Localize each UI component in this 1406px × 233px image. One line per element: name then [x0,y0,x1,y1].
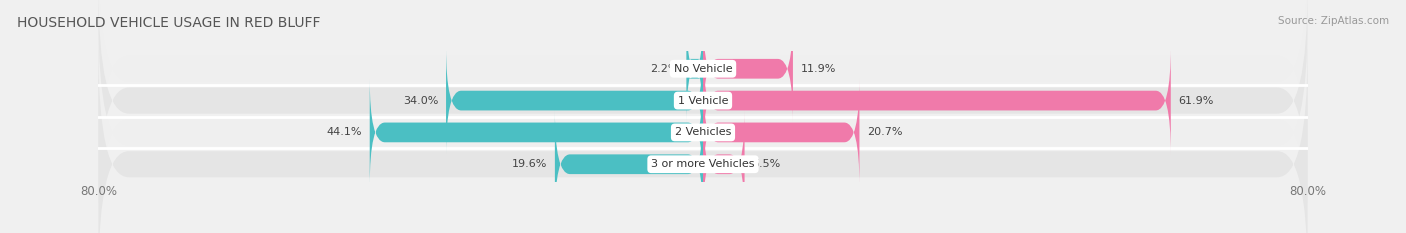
FancyBboxPatch shape [98,50,1308,233]
Text: HOUSEHOLD VEHICLE USAGE IN RED BLUFF: HOUSEHOLD VEHICLE USAGE IN RED BLUFF [17,16,321,30]
FancyBboxPatch shape [446,47,703,154]
Text: No Vehicle: No Vehicle [673,64,733,74]
Text: 2.2%: 2.2% [651,64,679,74]
FancyBboxPatch shape [555,110,703,218]
FancyBboxPatch shape [703,110,745,218]
FancyBboxPatch shape [98,18,1308,233]
FancyBboxPatch shape [98,0,1308,215]
Text: 5.5%: 5.5% [752,159,780,169]
FancyBboxPatch shape [703,47,1171,154]
FancyBboxPatch shape [98,0,1308,183]
Text: 3 or more Vehicles: 3 or more Vehicles [651,159,755,169]
Text: 19.6%: 19.6% [512,159,547,169]
Text: 1 Vehicle: 1 Vehicle [678,96,728,106]
Text: Source: ZipAtlas.com: Source: ZipAtlas.com [1278,16,1389,26]
FancyBboxPatch shape [703,79,859,186]
FancyBboxPatch shape [703,15,793,123]
FancyBboxPatch shape [370,79,703,186]
Text: 20.7%: 20.7% [868,127,903,137]
Text: 11.9%: 11.9% [800,64,835,74]
FancyBboxPatch shape [686,15,703,123]
Text: 61.9%: 61.9% [1178,96,1213,106]
Text: 44.1%: 44.1% [326,127,363,137]
Text: 34.0%: 34.0% [404,96,439,106]
Text: 2 Vehicles: 2 Vehicles [675,127,731,137]
